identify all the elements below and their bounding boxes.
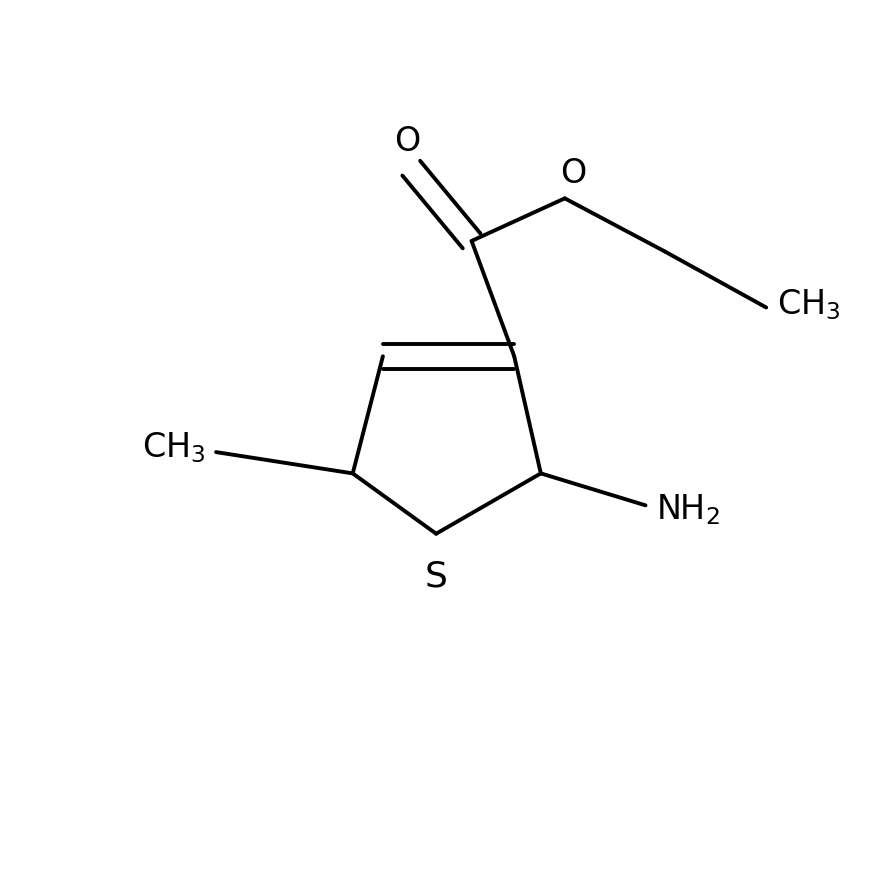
Text: CH$_3$: CH$_3$ [142,430,206,465]
Text: O: O [561,157,587,190]
Text: NH$_2$: NH$_2$ [656,492,720,527]
Text: CH$_3$: CH$_3$ [777,287,840,322]
Text: O: O [393,125,420,158]
Text: S: S [425,559,448,594]
